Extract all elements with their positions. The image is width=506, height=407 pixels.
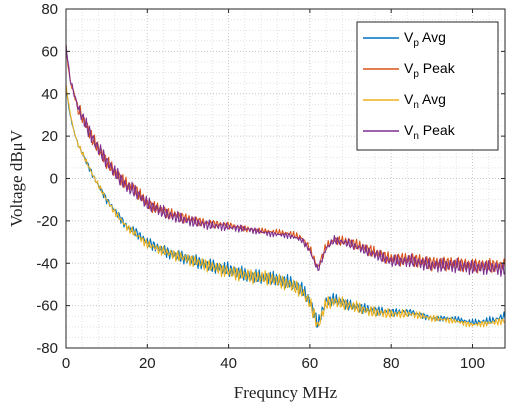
series-line-3 (66, 84, 505, 328)
legend-label: Vp Peak (404, 60, 456, 80)
y-tick-label: 0 (50, 171, 58, 188)
x-tick-label: 40 (220, 355, 237, 372)
series-line-4 (66, 44, 505, 277)
x-axis-label: Frequncy MHz (234, 383, 338, 402)
y-tick-label: -20 (36, 213, 58, 230)
legend: Vp Avg Vp Peak Vn Avg Vn Peak (356, 21, 499, 151)
legend-label: Vn Avg (404, 91, 446, 111)
series-layer (66, 44, 505, 329)
y-tick-label: 80 (41, 1, 58, 18)
legend-label: Vp Avg (404, 29, 446, 49)
y-tick-label: 40 (41, 86, 58, 103)
x-tick-label: 60 (302, 355, 319, 372)
legend-label: Vn Peak (404, 122, 456, 142)
y-tick-label: 20 (41, 128, 58, 145)
x-tick-label: 100 (460, 355, 485, 372)
y-tick-label: -40 (36, 255, 58, 272)
y-tick-label: -80 (36, 340, 58, 357)
y-tick-labels: 80 60 40 20 0 -20 -40 -60 -80 (36, 1, 58, 357)
y-tick-label: -60 (36, 298, 58, 315)
y-axis-label: Voltage dBμV (7, 129, 26, 227)
x-tick-labels: 0 20 40 60 80 100 (62, 355, 485, 372)
legend-box (356, 21, 499, 151)
y-tick-label: 60 (41, 43, 58, 60)
x-tick-label: 80 (383, 355, 400, 372)
axis-ticks (65, 8, 505, 349)
x-tick-label: 20 (139, 355, 156, 372)
x-tick-label: 0 (62, 355, 70, 372)
